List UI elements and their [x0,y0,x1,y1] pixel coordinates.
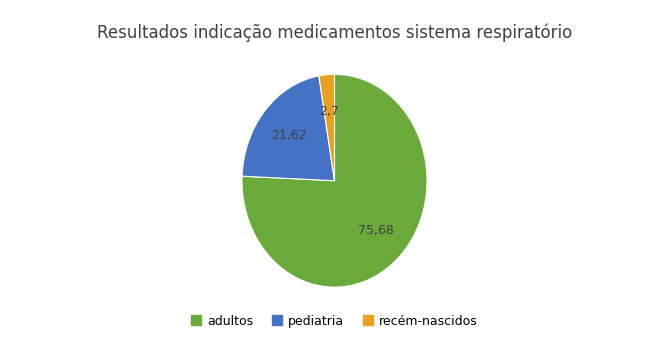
Text: Resultados indicação medicamentos sistema respiratório: Resultados indicação medicamentos sistem… [97,24,572,42]
Legend: adultos, pediatria, recém-nascidos: adultos, pediatria, recém-nascidos [187,311,482,331]
Text: 2,7: 2,7 [320,105,339,118]
Wedge shape [242,74,427,287]
Wedge shape [319,74,334,181]
Text: 75,68: 75,68 [358,224,394,237]
Text: 21,62: 21,62 [272,129,307,142]
Wedge shape [242,76,334,181]
